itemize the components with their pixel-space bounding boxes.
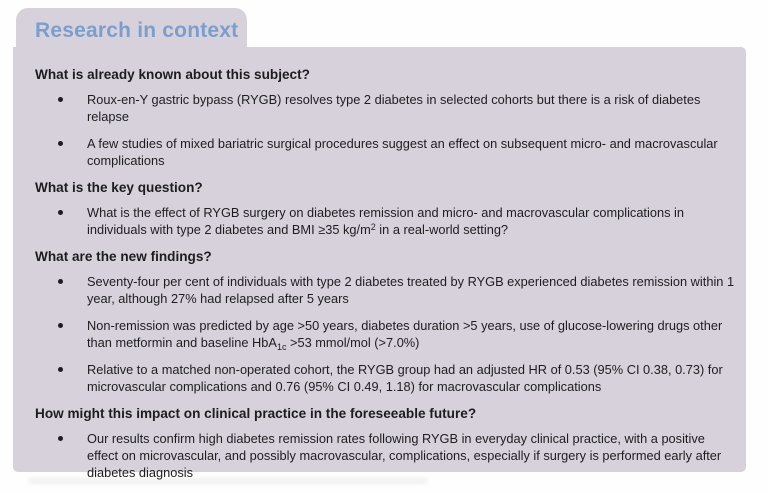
bullet-icon [58, 436, 63, 441]
panel-header-tab: Research in context [16, 8, 247, 52]
bullet-list: Our results confirm high diabetes remiss… [35, 430, 736, 481]
bullet-list: What is the effect of RYGB surgery on di… [35, 204, 736, 238]
bullet-text: A few studies of mixed bariatric surgica… [87, 136, 718, 168]
bullet-text: Our results confirm high diabetes remiss… [87, 431, 722, 480]
bullet-item: A few studies of mixed bariatric surgica… [35, 135, 736, 169]
section-heading: What are the new findings? [35, 249, 212, 264]
bullet-text: Relative to a matched non-operated cohor… [87, 362, 723, 394]
bullet-text: Seventy-four per cent of individuals wit… [87, 274, 735, 306]
bullet-icon [58, 97, 63, 102]
panel-body: What is already known about this subject… [13, 47, 746, 480]
bullet-item: Roux-en-Y gastric bypass (RYGB) resolves… [35, 91, 736, 125]
bullet-icon [58, 141, 63, 146]
bullet-item: Seventy-four per cent of individuals wit… [35, 273, 736, 307]
bullet-item: Relative to a matched non-operated cohor… [35, 361, 736, 395]
bullet-item: Non-remission was predicted by age >50 y… [35, 317, 736, 352]
section-heading: What is already known about this subject… [35, 67, 310, 82]
bullet-icon [58, 279, 63, 284]
panel-title: Research in context [35, 19, 239, 42]
scan-artifact [28, 478, 428, 484]
bullet-icon [58, 210, 63, 215]
bullet-icon [58, 367, 63, 372]
bullet-item: What is the effect of RYGB surgery on di… [35, 204, 736, 238]
bullet-list: Roux-en-Y gastric bypass (RYGB) resolves… [35, 91, 736, 169]
section-heading: What is the key question? [35, 180, 203, 195]
bullet-item: Our results confirm high diabetes remiss… [35, 430, 736, 481]
bullet-text: Non-remission was predicted by age >50 y… [87, 318, 723, 352]
bullet-icon [58, 323, 63, 328]
bullet-text: What is the effect of RYGB surgery on di… [87, 205, 684, 237]
section-heading: How might this impact on clinical practi… [35, 406, 477, 421]
bullet-text: Roux-en-Y gastric bypass (RYGB) resolves… [87, 92, 701, 124]
bullet-list: Seventy-four per cent of individuals wit… [35, 273, 736, 395]
